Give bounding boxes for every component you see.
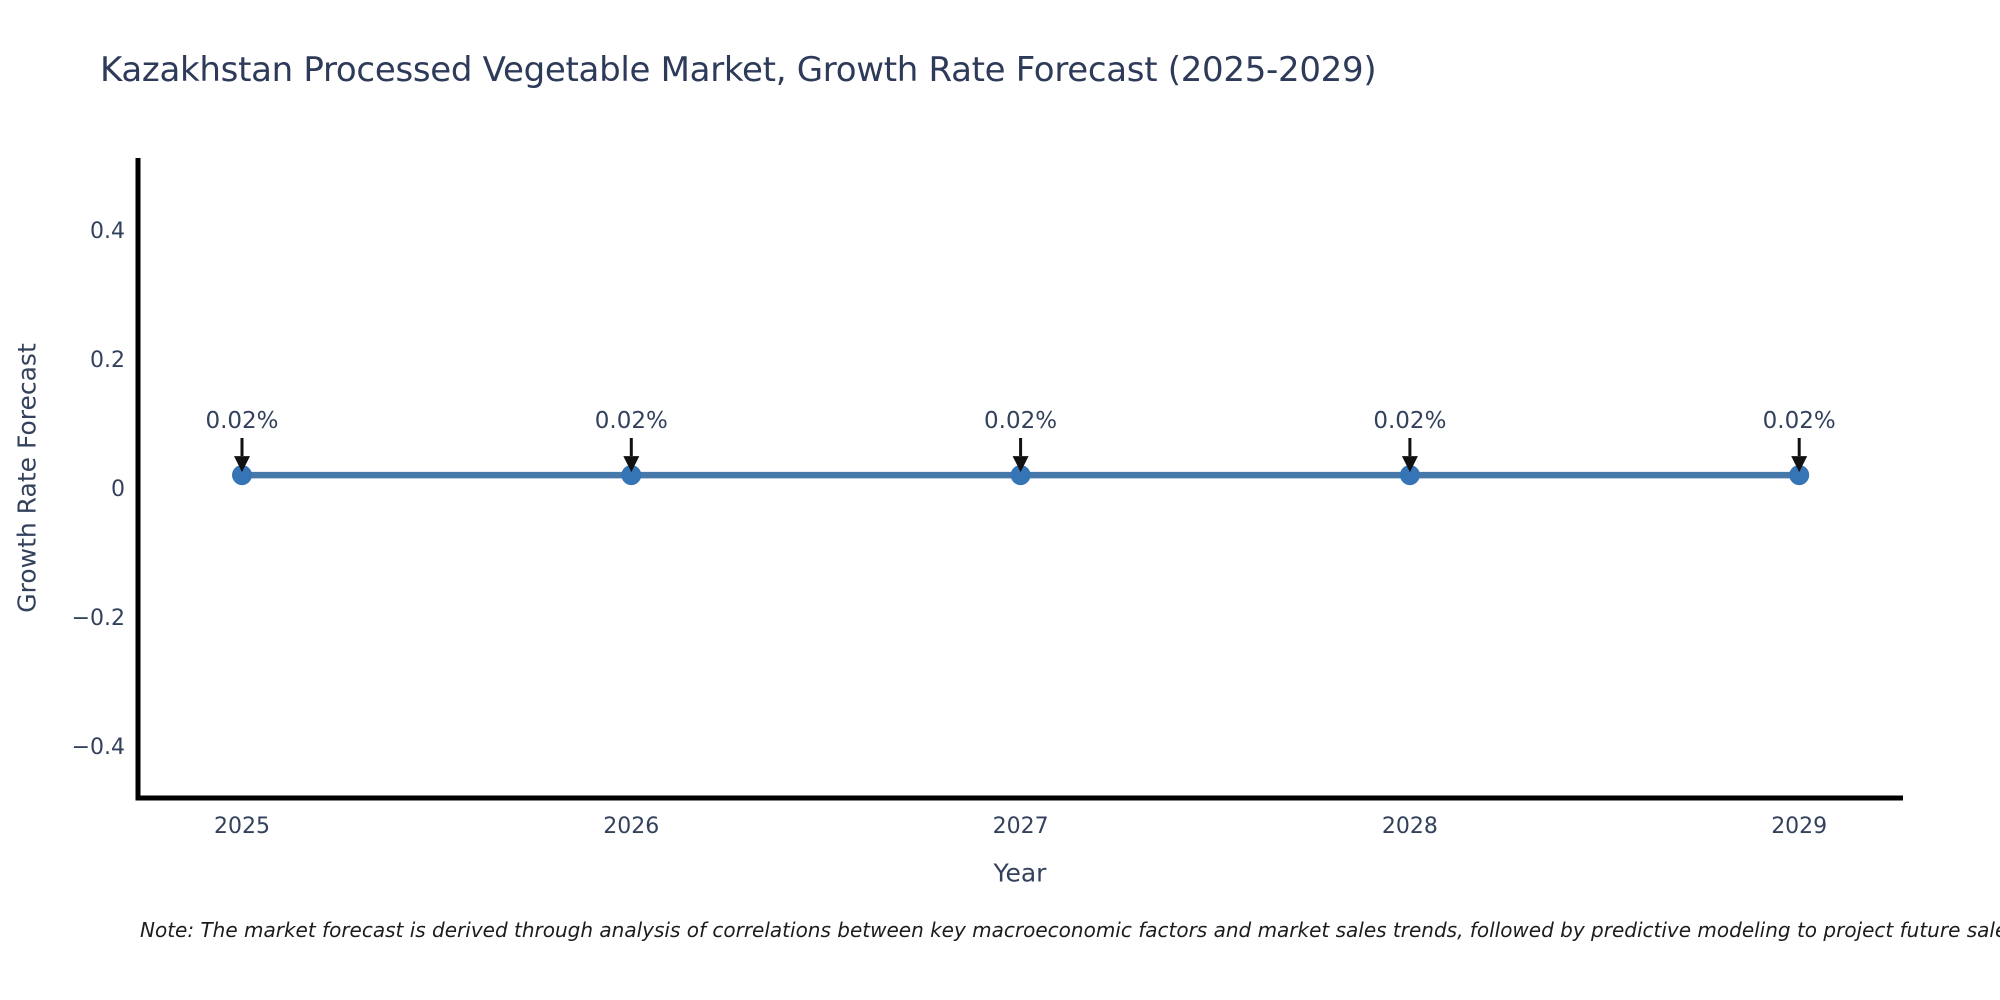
data-point-marker — [1789, 465, 1810, 486]
annotation-arrow-head — [234, 456, 250, 473]
data-point-marker — [621, 465, 642, 486]
x-tick-label: 2025 — [214, 814, 270, 839]
data-point-marker — [232, 465, 252, 486]
data-point-label: 0.02% — [595, 408, 668, 434]
data-point-marker — [1010, 465, 1031, 486]
data-point-marker — [1399, 465, 1420, 486]
x-axis-title: Year — [993, 858, 1047, 888]
x-tick-label: 2029 — [1771, 814, 1827, 839]
annotation-arrow-head — [1791, 456, 1808, 473]
footnote: Note: The market forecast is derived thr… — [140, 918, 2000, 942]
x-tick-label: 2028 — [1382, 814, 1438, 839]
data-point-label: 0.02% — [1763, 408, 1836, 434]
y-tick-label: 0.2 — [90, 348, 125, 373]
data-point-label: 0.02% — [1373, 408, 1446, 434]
annotation-arrow-head — [1012, 456, 1029, 473]
data-point-label: 0.02% — [984, 408, 1057, 434]
y-tick-label: −0.4 — [72, 735, 125, 760]
y-axis-title: Growth Rate Forecast — [12, 343, 42, 613]
x-tick-label: 2026 — [603, 814, 659, 839]
x-tick-label: 2027 — [993, 814, 1049, 839]
y-tick-label: 0.4 — [90, 219, 125, 244]
y-tick-label: 0 — [111, 477, 125, 502]
chart-title: Kazakhstan Processed Vegetable Market, G… — [100, 50, 1377, 90]
data-point-label: 0.02% — [205, 408, 278, 434]
annotation-arrow-head — [1401, 456, 1418, 473]
annotation-arrow-head — [623, 456, 640, 473]
y-tick-label: −0.2 — [72, 606, 125, 631]
